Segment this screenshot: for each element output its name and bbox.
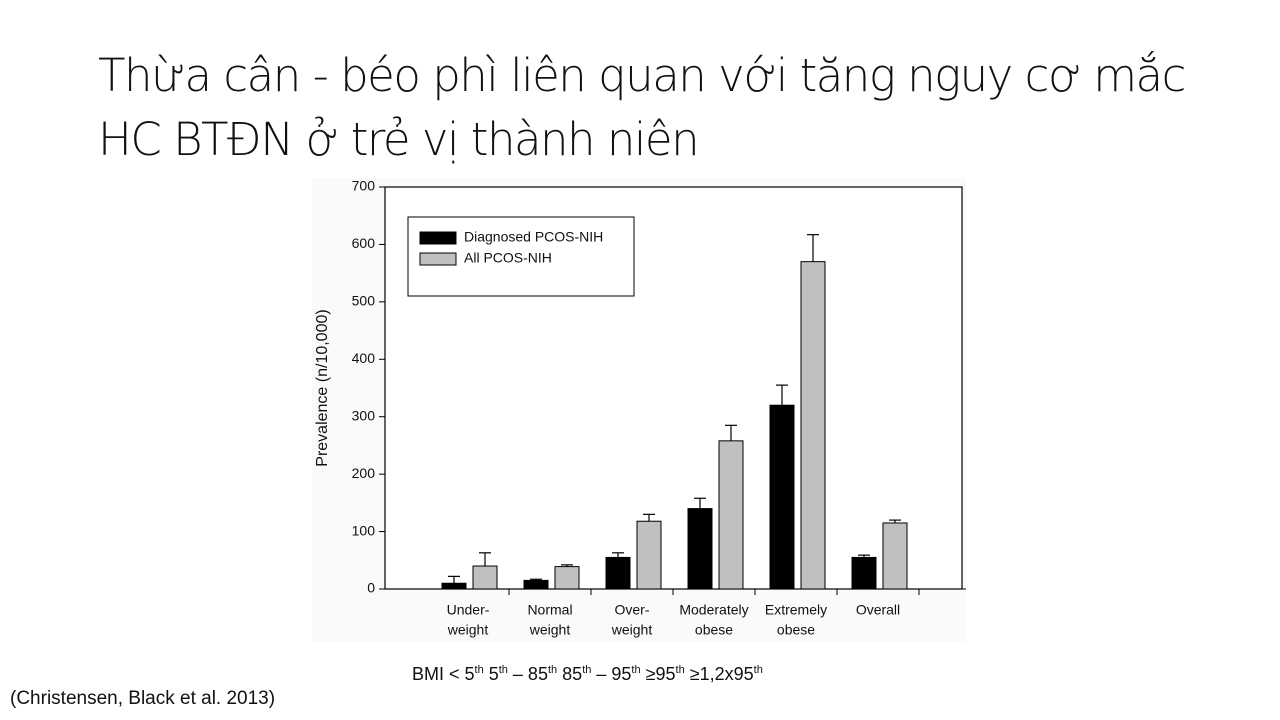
bmi-sup: th xyxy=(631,664,641,676)
x-tick-label: weight xyxy=(447,622,489,638)
bmi-sup: th xyxy=(547,664,558,676)
bmi-piece: – 95th xyxy=(596,664,640,684)
y-tick-label: 0 xyxy=(367,580,375,596)
bar xyxy=(769,404,795,590)
x-tick-label: Moderately xyxy=(679,602,748,618)
y-tick-label: 100 xyxy=(352,522,376,538)
bar xyxy=(441,582,467,590)
x-tick-label: obese xyxy=(695,622,733,638)
bmi-sup: th xyxy=(498,664,508,676)
y-tick-label: 700 xyxy=(352,178,376,194)
bmi-piece: 5th xyxy=(489,664,508,684)
y-tick-label: 300 xyxy=(352,407,376,423)
bmi-note: BMI < 5th 5th – 85th 85th – 95th ≥95th ≥1,2x95… xyxy=(412,664,768,685)
legend-swatch xyxy=(419,252,457,266)
bar xyxy=(851,556,877,590)
x-tick-label: Under- xyxy=(447,602,490,618)
y-tick-label: 600 xyxy=(352,235,376,251)
bmi-piece: ≥95th xyxy=(646,664,685,684)
x-tick-label: Overall xyxy=(856,602,900,618)
y-tick-label: 400 xyxy=(352,350,376,366)
x-tick-label: Over- xyxy=(615,602,650,618)
bmi-piece: BMI < 5th xyxy=(412,664,484,684)
bar xyxy=(472,565,498,590)
bmi-sup: th xyxy=(474,664,484,676)
bmi-sup: th xyxy=(753,664,763,676)
bar xyxy=(687,508,713,590)
y-axis-label: Prevalence (n/10,000) xyxy=(314,309,331,466)
bar xyxy=(636,520,662,590)
bar xyxy=(800,261,826,590)
bmi-sup: th xyxy=(582,664,592,676)
bar xyxy=(523,579,549,590)
bar xyxy=(718,440,744,590)
x-tick-label: weight xyxy=(611,622,653,638)
x-tick-label: weight xyxy=(529,622,571,638)
slide-title: Thừa cân - béo phì liên quan với tăng ng… xyxy=(98,49,1186,166)
citation: (Christensen, Black et al. 2013) xyxy=(10,688,276,709)
bmi-piece: 85th xyxy=(562,664,591,684)
bmi-text: BMI < 5 xyxy=(412,664,475,684)
x-tick-label: Extremely xyxy=(765,602,827,618)
bmi-sup: th xyxy=(675,664,685,676)
bmi-piece: ≥1,2x95th xyxy=(690,664,763,684)
bmi-text: ≥1,2x95 xyxy=(689,664,754,684)
bar xyxy=(605,556,631,590)
x-tick-label: obese xyxy=(777,622,815,638)
bmi-text: ≥95 xyxy=(645,664,676,684)
bmi-piece: – 85th xyxy=(513,664,557,684)
legend-label: Diagnosed PCOS-NIH xyxy=(464,229,603,245)
bmi-text: 5 xyxy=(488,664,499,684)
bmi-text: 85 xyxy=(562,664,583,684)
legend-swatch xyxy=(419,231,457,245)
bar xyxy=(554,566,580,590)
legend-label: All PCOS-NIH xyxy=(464,250,552,266)
y-tick-label: 500 xyxy=(352,293,376,309)
bmi-text: – 85 xyxy=(512,664,548,684)
x-tick-label: Normal xyxy=(527,602,572,618)
y-tick-label: 200 xyxy=(352,465,376,481)
bmi-text: – 95 xyxy=(596,664,632,684)
bar xyxy=(882,522,908,590)
